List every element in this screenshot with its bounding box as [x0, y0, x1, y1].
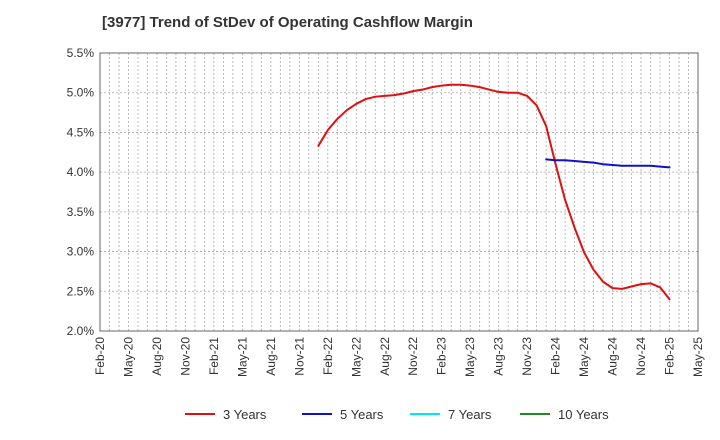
- x-tick-label: May-22: [349, 337, 363, 377]
- legend-label: 3 Years: [223, 407, 267, 422]
- x-tick-label: Feb-25: [663, 337, 677, 375]
- y-tick-label: 4.0%: [67, 165, 95, 179]
- x-tick-label: Aug-21: [264, 337, 278, 376]
- legend-label: 7 Years: [448, 407, 492, 422]
- x-tick-label: Feb-23: [435, 337, 449, 375]
- x-tick-label: Aug-22: [378, 337, 392, 376]
- x-tick-label: Nov-21: [292, 337, 306, 376]
- y-tick-label: 2.0%: [67, 324, 95, 338]
- series-line: [317, 83, 671, 301]
- legend-label: 5 Years: [340, 407, 384, 422]
- x-tick-label: Nov-24: [634, 337, 648, 376]
- x-tick-label: May-24: [577, 337, 591, 377]
- plot-area: [100, 53, 698, 331]
- x-tick-label: Feb-20: [93, 337, 107, 375]
- x-tick-label: Aug-24: [606, 337, 620, 376]
- x-tick-label: Feb-24: [549, 337, 563, 375]
- x-tick-label: May-21: [235, 337, 249, 377]
- legend-label: 10 Years: [558, 407, 609, 422]
- series-line: [545, 158, 671, 169]
- y-tick-label: 5.0%: [67, 86, 95, 100]
- y-tick-label: 3.0%: [67, 245, 95, 259]
- x-tick-label: Nov-22: [406, 337, 420, 376]
- chart-title: [3977] Trend of StDev of Operating Cashf…: [102, 14, 473, 31]
- x-tick-label: May-25: [691, 337, 705, 377]
- x-tick-label: Feb-21: [207, 337, 221, 375]
- y-tick-label: 5.5%: [67, 46, 95, 60]
- x-tick-label: Aug-20: [150, 337, 164, 376]
- x-tick-label: Nov-23: [520, 337, 534, 376]
- y-tick-label: 2.5%: [67, 284, 95, 298]
- y-tick-label: 3.5%: [67, 205, 95, 219]
- y-tick-label: 4.5%: [67, 125, 95, 139]
- x-tick-label: Aug-23: [492, 337, 506, 376]
- x-tick-label: Feb-22: [321, 337, 335, 375]
- x-tick-label: May-23: [463, 337, 477, 377]
- plot-border: [99, 52, 699, 332]
- x-tick-label: May-20: [121, 337, 135, 377]
- x-tick-label: Nov-20: [178, 337, 192, 376]
